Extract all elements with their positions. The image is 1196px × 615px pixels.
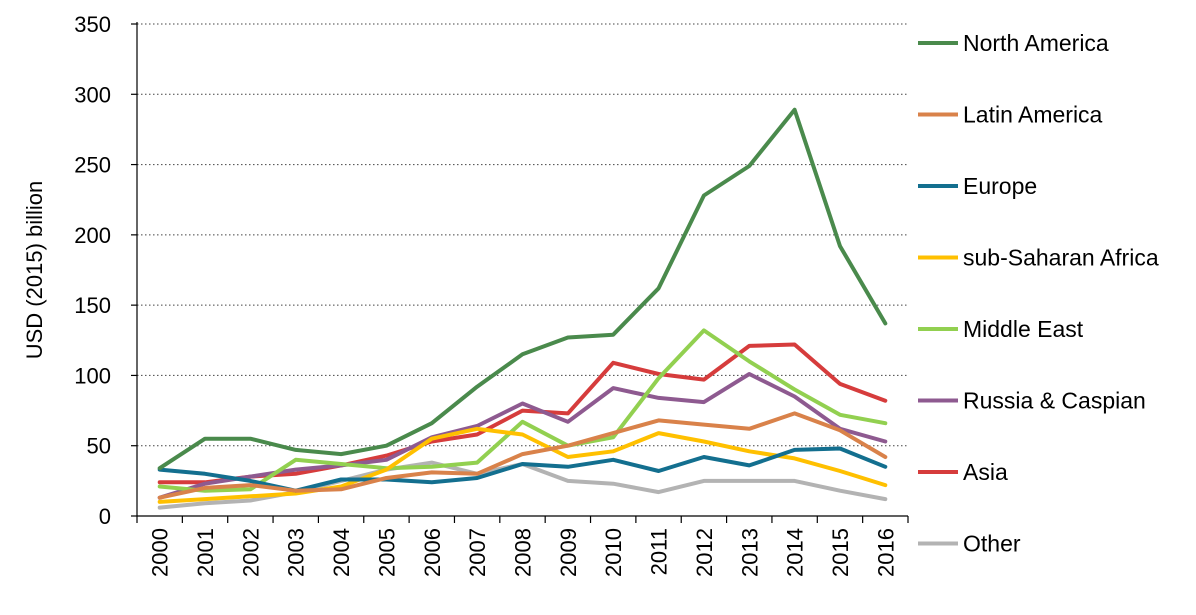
legend-label-asia: Asia <box>963 459 1008 485</box>
y-axis-title: USD (2015) billion <box>22 181 47 360</box>
x-tick-label-2009: 2009 <box>556 528 581 577</box>
x-tick-label-2001: 2001 <box>193 528 218 577</box>
x-tick-label-2006: 2006 <box>420 528 445 577</box>
series-line-north-america <box>157 107 888 471</box>
legend-label-latin-america: Latin America <box>963 102 1103 128</box>
x-tick-label-2000: 2000 <box>148 528 173 577</box>
series-line-sub-saharan-africa <box>157 426 888 504</box>
y-tick-label-100: 100 <box>74 363 111 388</box>
x-axis-ticks: 2000 2001 2002 2003 2004 2005 2006 2007 2008 2009… <box>148 528 899 577</box>
y-tick-label-250: 250 <box>74 153 111 178</box>
axes <box>131 22 909 523</box>
series-lines <box>157 107 888 510</box>
y-axis-ticks: 0 50 100 150 200 250 300 350 <box>74 12 111 529</box>
gridlines <box>137 23 908 447</box>
legend-label-sub-saharan-africa: sub-Saharan Africa <box>963 245 1159 271</box>
legend-label-europe: Europe <box>963 173 1037 199</box>
x-tick-label-2004: 2004 <box>329 528 354 577</box>
x-tick-label-2013: 2013 <box>737 528 762 577</box>
series-line-middle-east <box>157 328 888 493</box>
legend-label-middle-east: Middle East <box>963 316 1084 342</box>
y-tick-label-350: 350 <box>74 12 111 37</box>
y-tick-label-200: 200 <box>74 223 111 248</box>
legend-label-russia-caspian: Russia & Caspian <box>963 388 1146 414</box>
series-line-latin-america <box>157 411 888 500</box>
x-tick-label-2010: 2010 <box>601 528 626 577</box>
y-tick-label-50: 50 <box>87 434 111 459</box>
x-tick-label-2012: 2012 <box>692 528 717 577</box>
x-tick-label-2005: 2005 <box>374 528 399 577</box>
x-tick-label-2011: 2011 <box>647 528 672 575</box>
legend: North America Latin America Europe sub-Saha… <box>918 30 1159 557</box>
x-tick-label-2007: 2007 <box>465 528 490 577</box>
series-line-asia <box>157 342 888 485</box>
x-tick-label-2016: 2016 <box>873 528 898 577</box>
legend-label-other: Other <box>963 531 1021 557</box>
x-tick-label-2015: 2015 <box>828 528 853 577</box>
legend-label-north-america: North America <box>963 30 1109 56</box>
x-tick-label-2008: 2008 <box>511 528 536 577</box>
y-tick-label-300: 300 <box>74 82 111 107</box>
y-tick-label-0: 0 <box>99 504 111 529</box>
x-tick-label-2014: 2014 <box>783 528 808 577</box>
x-tick-label-2003: 2003 <box>284 528 309 577</box>
y-tick-label-150: 150 <box>74 293 111 318</box>
x-tick-label-2002: 2002 <box>238 528 263 577</box>
